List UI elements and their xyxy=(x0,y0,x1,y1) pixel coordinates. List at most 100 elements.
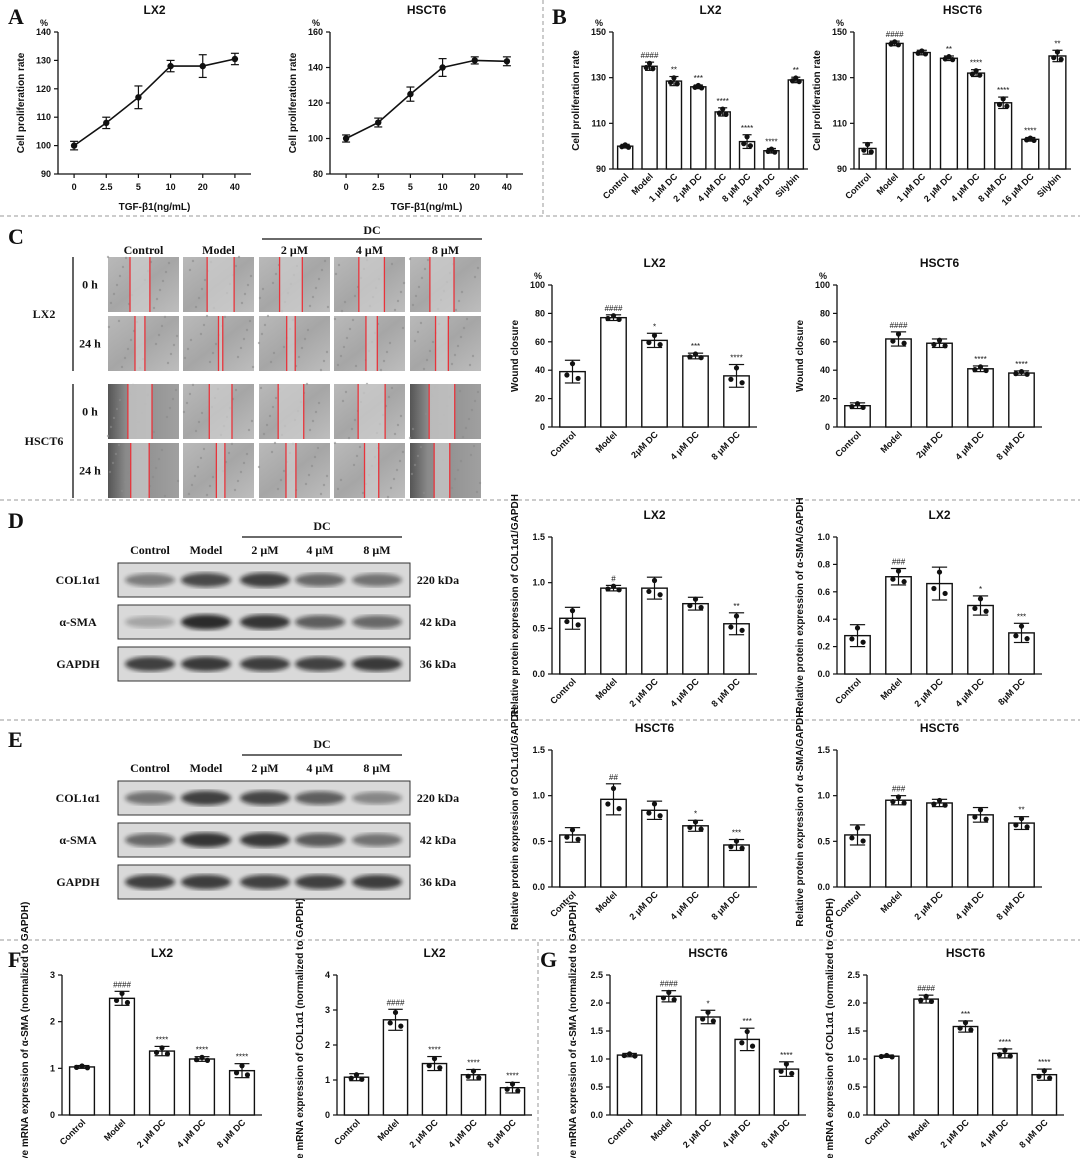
western-blot-e: DC Control Model 2 μM 4 μM 8 μM COL1α1 220 kDa α… xyxy=(56,737,459,900)
replicate-point xyxy=(646,60,653,66)
y-tick-label: 1.0 xyxy=(590,1054,603,1064)
bar xyxy=(912,51,931,170)
x-tick-label: 2μM DC xyxy=(629,429,660,460)
cell-texture xyxy=(468,363,472,367)
cell-texture xyxy=(168,406,172,410)
bar xyxy=(148,1050,176,1116)
chart-title: HSCT6 xyxy=(920,256,960,270)
x-tick-label: Model xyxy=(375,1117,400,1142)
y-unit: % xyxy=(836,18,844,28)
x-tick-label: Control xyxy=(833,676,863,706)
bar xyxy=(967,814,994,888)
significance-label: *** xyxy=(961,1010,970,1019)
cell-texture xyxy=(389,486,393,490)
y-tick-label: 150 xyxy=(832,27,847,37)
y-tick-label: 0.5 xyxy=(590,1082,603,1092)
protein-band xyxy=(240,614,290,630)
cell-texture xyxy=(258,296,262,300)
y-axis-label: Relative protein expression of COL1α1/GA… xyxy=(510,494,521,717)
protein-band xyxy=(352,874,402,890)
bar xyxy=(108,997,136,1116)
y-axis-label: Cell proliferation rate xyxy=(16,52,27,153)
x-tick-label: 5 xyxy=(136,182,141,192)
protein-band xyxy=(352,833,402,847)
data-point xyxy=(167,62,174,70)
cell-texture xyxy=(453,477,457,481)
replicate-point xyxy=(996,1052,1003,1058)
replicate-point xyxy=(616,806,622,812)
scratch-gap xyxy=(207,257,235,312)
replicate-point xyxy=(632,1053,638,1059)
data-point xyxy=(439,64,446,71)
x-tick-label: Control xyxy=(862,1117,892,1147)
replicate-point xyxy=(983,608,989,614)
y-axis-label: Cell proliferation rate xyxy=(571,50,582,151)
cell-texture xyxy=(392,477,396,481)
significance-label: **** xyxy=(780,1051,792,1060)
cell-texture xyxy=(249,274,253,278)
replicate-point xyxy=(651,801,658,807)
x-tick-label: Model xyxy=(593,429,618,454)
time-label: 24 h xyxy=(79,337,101,351)
y-tick-label: 1 xyxy=(325,1075,330,1085)
x-tick-label: 2 μM DC xyxy=(912,676,945,709)
replicate-point xyxy=(878,1053,884,1060)
cell-texture xyxy=(476,390,480,394)
cell-texture xyxy=(473,399,477,403)
cell-texture xyxy=(194,305,198,309)
replicate-point xyxy=(692,819,699,825)
y-tick-label: 150 xyxy=(591,27,606,37)
replicate-point xyxy=(426,1063,432,1069)
cell-texture xyxy=(399,290,403,294)
cell-texture xyxy=(250,419,254,423)
panel-label-a: A xyxy=(8,4,24,29)
cell-texture xyxy=(343,300,347,304)
y-tick-label: 0.0 xyxy=(847,1110,860,1120)
data-point xyxy=(135,94,142,101)
cell-texture xyxy=(274,272,278,276)
cell-texture xyxy=(316,446,320,450)
replicate-point xyxy=(895,794,902,800)
replicate-point xyxy=(431,1056,438,1062)
scratch-gap xyxy=(358,384,386,439)
scratch-gap xyxy=(278,384,304,439)
cell-texture xyxy=(276,487,280,491)
molecular-weight: 36 kDa xyxy=(420,657,456,671)
replicate-point xyxy=(1000,96,1006,102)
replicate-point xyxy=(470,1068,477,1074)
significance-label: **** xyxy=(1038,1058,1050,1067)
scratch-gap xyxy=(429,257,455,312)
molecular-weight: 42 kDa xyxy=(420,833,456,847)
replicate-point xyxy=(515,1088,521,1094)
significance-label: **** xyxy=(236,1053,248,1062)
replicate-point xyxy=(1013,633,1019,639)
cell-texture xyxy=(262,432,266,436)
cell-texture xyxy=(411,303,415,307)
cell-texture xyxy=(202,323,206,327)
replicate-point xyxy=(692,596,699,602)
replicate-point xyxy=(720,106,726,112)
y-tick-label: 80 xyxy=(535,308,545,318)
data-point xyxy=(471,57,478,64)
replicate-point xyxy=(962,1020,969,1026)
cell-texture xyxy=(271,405,275,409)
cell-texture xyxy=(456,468,460,472)
replicate-point xyxy=(1018,815,1025,822)
replicate-point xyxy=(124,999,131,1006)
replicate-point xyxy=(892,39,898,45)
panel-label-g: G xyxy=(540,947,557,972)
cell-texture xyxy=(382,359,386,363)
significance-label: **** xyxy=(1024,126,1036,135)
significance-label: *** xyxy=(691,342,700,351)
cell-texture xyxy=(399,414,403,418)
cell-texture xyxy=(112,416,116,420)
cell-texture xyxy=(408,436,412,440)
replicate-point xyxy=(977,596,984,602)
replicate-point xyxy=(931,341,937,348)
replicate-point xyxy=(616,316,622,322)
chart-title: HSCT6 xyxy=(688,946,728,960)
significance-label: **** xyxy=(428,1046,440,1055)
y-tick-label: 0.5 xyxy=(532,623,545,633)
cell-texture xyxy=(425,358,429,362)
